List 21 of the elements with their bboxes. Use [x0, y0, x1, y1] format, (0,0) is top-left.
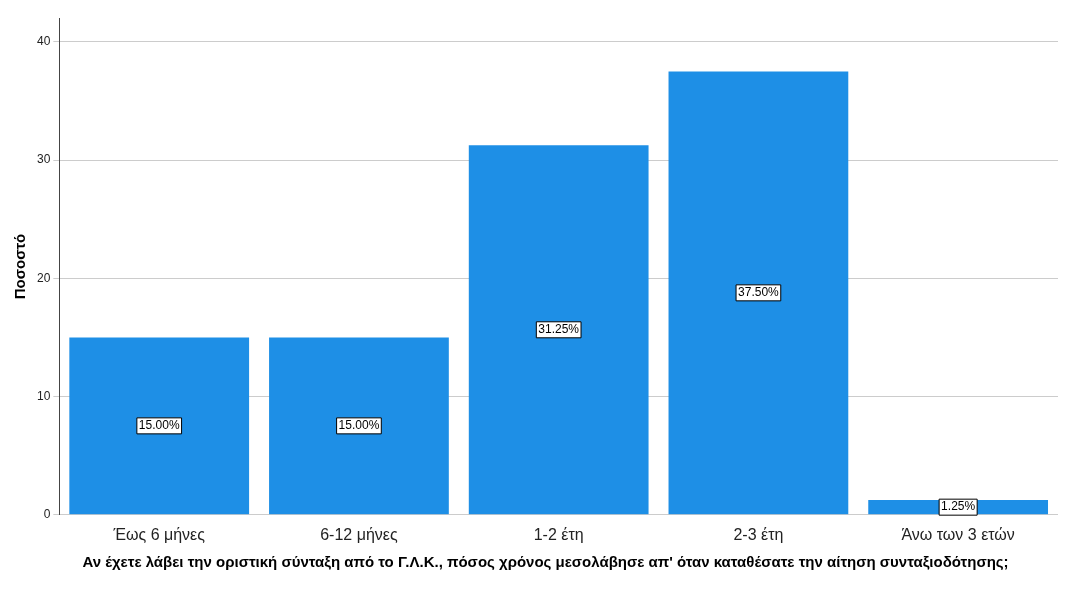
data-label: 15.00% — [338, 418, 380, 433]
data-label: 37.50% — [738, 285, 780, 300]
x-axis-title: Αν έχετε λάβει την οριστική σύνταξη από το Γ.Λ.Κ., πόσος χρόνος μεσολάβησε απ' όταν καταθέσατε την αίτηση συνταξιοδότησης; — [81, 552, 1010, 570]
y-tick-label: 20 — [36, 270, 51, 285]
x-tick-label: Άνω των 3 ετών — [901, 525, 1015, 543]
bar — [69, 337, 250, 515]
x-tick-label: 6-12 μήνες — [320, 525, 398, 543]
bar — [668, 71, 849, 515]
bar — [468, 145, 649, 515]
x-tick-label: 2-3 έτη — [733, 525, 784, 543]
data-label: 15.00% — [138, 418, 180, 433]
y-tick-label: 30 — [36, 152, 51, 167]
x-tick-label: Έως 6 μήνες — [112, 525, 206, 543]
data-label: 31.25% — [538, 322, 580, 337]
data-label: 1.25% — [941, 499, 976, 514]
x-tick-label: 1-2 έτη — [533, 525, 584, 543]
bar — [269, 337, 449, 515]
y-tick-label: 0 — [43, 507, 51, 522]
y-tick-label: 10 — [36, 388, 51, 403]
y-axis-title: Ποσοστό — [11, 233, 29, 300]
y-tick-label: 40 — [36, 34, 51, 49]
